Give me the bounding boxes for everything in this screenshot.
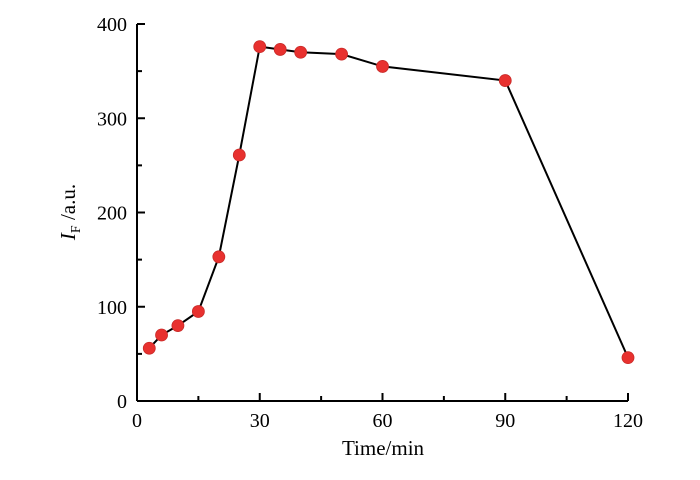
data-point [142, 341, 156, 355]
x-tick-label: 120 [613, 410, 643, 432]
plot-area [136, 24, 628, 402]
data-point [498, 74, 512, 87]
y-axis-ticks: 0 100 200 300 400 [97, 14, 145, 413]
x-tick-label: 60 [373, 410, 393, 432]
data-point [212, 250, 226, 264]
x-tick-label: 30 [250, 410, 270, 432]
x-tick-label: 90 [495, 410, 515, 432]
series-line [148, 45, 629, 359]
y-tick-label: 100 [97, 297, 127, 319]
y-axis-label-subscript: F [69, 225, 84, 233]
y-axis-label-unit: /a.u. [56, 184, 80, 225]
x-axis-ticks: 0 30 60 90 120 [132, 393, 643, 432]
data-point [294, 45, 308, 59]
y-tick-label: 300 [97, 108, 127, 130]
data-point [253, 40, 267, 54]
data-point [191, 305, 205, 318]
y-axis-label-symbol: I [56, 232, 80, 241]
x-axis-label: Time/min [342, 436, 425, 460]
data-point [621, 351, 635, 365]
data-point [335, 47, 348, 61]
x-tick-label: 0 [132, 410, 142, 432]
y-tick-label: 0 [117, 391, 127, 413]
y-tick-label: 400 [97, 14, 127, 36]
y-tick-label: 200 [97, 203, 127, 225]
data-point [171, 319, 185, 333]
data-point [273, 43, 287, 56]
y-axis-label: IF /a.u. [56, 184, 84, 241]
data-point [155, 328, 168, 342]
data-point [232, 148, 246, 162]
data-point [376, 60, 389, 73]
data-points [142, 40, 635, 365]
